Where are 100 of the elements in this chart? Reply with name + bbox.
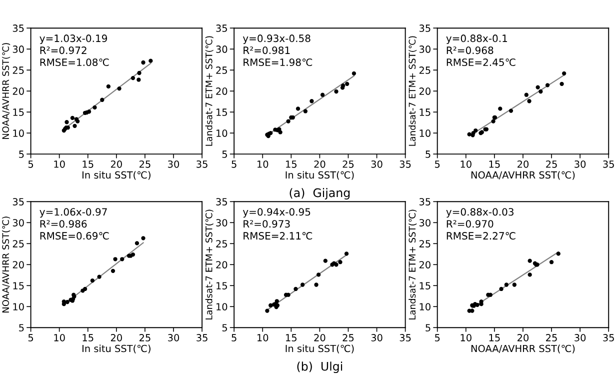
text: (b) Ulgi (297, 362, 342, 374)
x-tick-label: 30 (168, 160, 180, 168)
x-tick-label: 10 (258, 334, 268, 342)
x-tick-label: 35 (400, 334, 411, 342)
annotation: RMSE=1.08℃ (40, 58, 109, 66)
y-tick-label: 15 (13, 282, 24, 290)
y-axis-title: NOAA/AVHRR SST(℃) (2, 43, 10, 139)
x-tick-label: 30 (371, 334, 382, 342)
y-tick-label: 30 (419, 46, 430, 53)
y-tick-label: 30 (216, 219, 228, 226)
y-tick-label: 15 (216, 282, 227, 290)
y-tick-label: 10 (216, 303, 228, 310)
x-tick-label: 5 (435, 334, 440, 342)
y-axis-title: Landsat-7 ETM+ SST(℃) (408, 210, 417, 320)
y-axis-title: NOAA/AVHRR SST(℃) (2, 216, 10, 312)
y-tick-label: 30 (12, 219, 24, 226)
annotation: RMSE=0.69℃ (40, 232, 109, 240)
x-tick-label: 25 (546, 334, 557, 342)
y-tick-label: 25 (12, 66, 24, 74)
x-tick-label: 30 (371, 160, 382, 168)
y-tick-label: 20 (419, 88, 430, 95)
y-tick-label: 35 (419, 24, 430, 32)
x-axis-title: NOAA/AVHRR SST(℃) (471, 171, 575, 180)
text: (a) Gijang (290, 188, 350, 200)
y-tick-label: 35 (216, 198, 227, 206)
annotation: RMSE=2.11℃ (244, 232, 312, 240)
x-tick-label: 20 (110, 334, 122, 342)
x-tick-label: 10 (54, 160, 65, 168)
y-tick-label: 25 (216, 66, 227, 74)
y-tick-label: 15 (216, 108, 227, 116)
y-tick-label: 5 (19, 150, 24, 158)
x-tick-label: 5 (232, 160, 236, 168)
x-tick-label: 5 (28, 160, 34, 168)
x-tick-label: 15 (82, 160, 94, 168)
x-tick-label: 25 (546, 160, 557, 168)
y-tick-label: 35 (216, 24, 227, 32)
y-tick-label: 25 (419, 240, 430, 248)
y-tick-label: 5 (222, 150, 227, 158)
y-tick-label: 15 (420, 282, 430, 290)
x-tick-label: 20 (314, 160, 326, 168)
y-tick-label: 20 (216, 261, 228, 268)
annotation: RMSE=2.45℃ (446, 58, 516, 66)
x-tick-label: 25 (342, 160, 354, 168)
y-tick-label: 10 (216, 130, 228, 137)
annotation: RMSE=1.98℃ (244, 58, 312, 66)
x-tick-label: 15 (82, 334, 94, 342)
x-tick-label: 10 (54, 334, 65, 342)
y-tick-label: 35 (12, 24, 24, 32)
annotation: y=0.88x-0.1 (446, 34, 507, 44)
annotation: R²=0.972 (40, 46, 86, 54)
x-tick-label: 35 (603, 334, 614, 342)
x-tick-label: 10 (258, 160, 268, 168)
y-tick-label: 10 (13, 303, 24, 310)
y-tick-label: 10 (420, 303, 430, 310)
x-tick-label: 25 (139, 334, 150, 342)
y-tick-label: 30 (216, 46, 228, 53)
x-tick-label: 30 (574, 160, 586, 168)
x-axis-title: In situ SST(℃) (82, 344, 150, 354)
x-axis-title: In situ SST(℃) (286, 171, 354, 180)
y-tick-label: 20 (216, 88, 228, 95)
x-tick-label: 20 (518, 334, 529, 342)
x-axis-title: NOAA/AVHRR SST(℃) (471, 344, 575, 354)
y-tick-label: 35 (419, 198, 430, 206)
x-tick-label: 10 (460, 334, 472, 342)
y-tick-label: 5 (19, 324, 24, 332)
x-tick-label: 15 (286, 334, 296, 342)
x-tick-label: 20 (518, 160, 529, 168)
y-tick-label: 30 (419, 219, 430, 226)
x-tick-label: 30 (574, 334, 586, 342)
y-tick-label: 5 (426, 324, 430, 332)
annotation: R²=0.968 (446, 46, 494, 54)
x-tick-label: 5 (232, 334, 236, 342)
y-tick-label: 30 (12, 46, 24, 53)
y-tick-label: 25 (419, 66, 430, 74)
annotation: y=1.06x-0.97 (40, 208, 107, 218)
x-tick-label: 30 (168, 334, 180, 342)
y-tick-label: 20 (419, 261, 430, 268)
y-tick-label: 10 (13, 130, 24, 137)
annotation: R²=0.986 (40, 220, 87, 228)
y-tick-label: 15 (13, 108, 24, 116)
x-tick-label: 5 (28, 334, 34, 342)
annotation: y=0.93x-0.58 (242, 34, 310, 44)
x-tick-label: 15 (489, 160, 500, 168)
y-axis-title: Landsat-7 ETM+ SST(℃) (205, 210, 214, 320)
y-tick-label: 10 (420, 130, 430, 137)
annotation: R²=0.973 (244, 220, 290, 228)
y-axis-title: Landsat-7 ETM+ SST(℃) (408, 36, 417, 146)
x-tick-label: 25 (342, 334, 354, 342)
annotation: y=1.03x-0.19 (40, 34, 108, 44)
annotation: R²=0.970 (446, 220, 494, 228)
y-tick-label: 20 (12, 88, 24, 95)
annotation: R²=0.981 (244, 46, 290, 54)
x-tick-label: 20 (110, 160, 122, 168)
x-tick-label: 20 (314, 334, 326, 342)
y-tick-label: 15 (420, 108, 430, 116)
x-tick-label: 35 (196, 160, 208, 168)
x-tick-label: 15 (286, 160, 296, 168)
x-tick-label: 10 (460, 160, 472, 168)
y-axis-title: Landsat-7 ETM+ SST(℃) (205, 36, 214, 146)
x-axis-title: In situ SST(℃) (82, 171, 150, 180)
